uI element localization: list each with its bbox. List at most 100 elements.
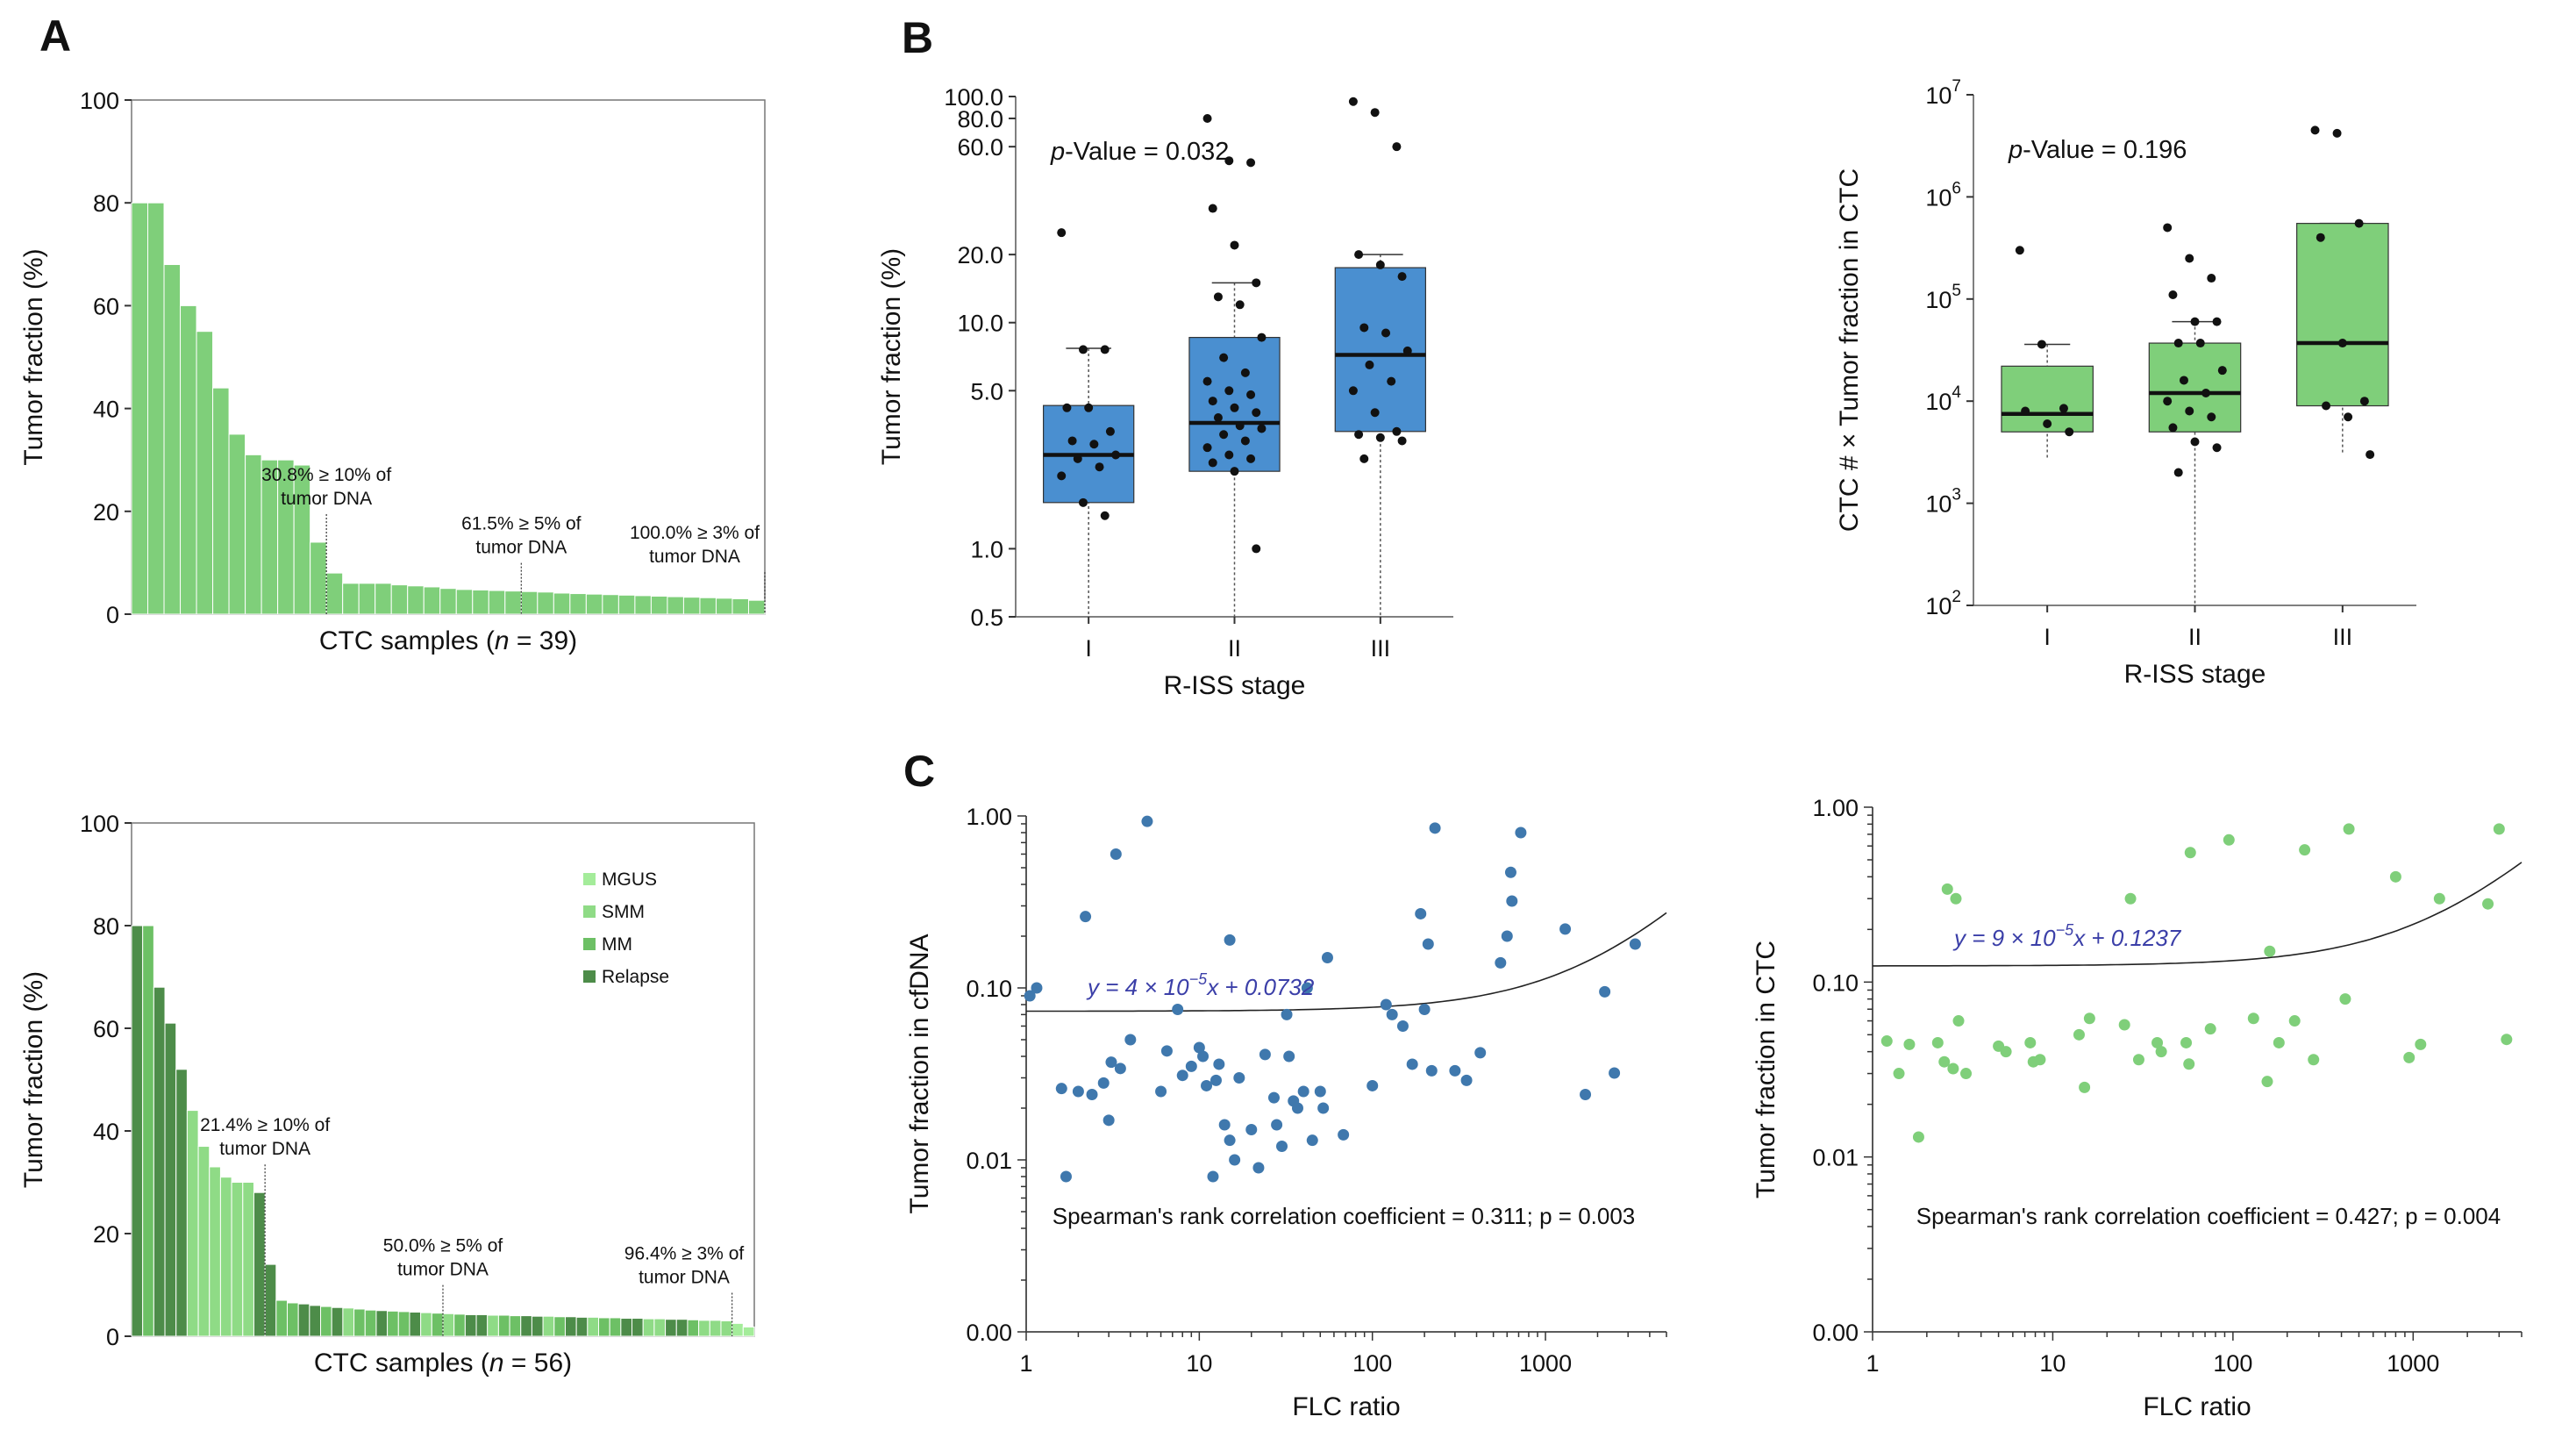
data-point	[1306, 1134, 1318, 1147]
data-point	[1201, 1079, 1213, 1091]
data-point	[2339, 993, 2351, 1005]
data-point	[2482, 898, 2494, 910]
box-iqr	[2296, 223, 2389, 407]
data-point	[2083, 1012, 2095, 1025]
bar	[665, 1319, 677, 1337]
data-point	[1057, 228, 1067, 238]
annotation-text: tumor DNA	[639, 1267, 730, 1287]
legend-swatch	[583, 970, 596, 983]
data-point	[1386, 1008, 1398, 1020]
p-value-label: p-Value = 0.032	[1050, 138, 1229, 166]
data-point	[1057, 471, 1067, 481]
bar	[331, 1306, 344, 1337]
y-tick-label: 106	[1925, 179, 1961, 211]
bar	[353, 1308, 366, 1337]
data-point	[1062, 403, 1072, 412]
data-point	[1950, 892, 1962, 905]
data-point	[1609, 1067, 1621, 1079]
y-tick-label: 104	[1925, 383, 1961, 415]
data-point	[1392, 142, 1402, 152]
data-point	[1338, 1128, 1350, 1141]
bar	[163, 264, 182, 615]
data-point	[1055, 1083, 1067, 1095]
data-point	[2316, 233, 2325, 242]
bar	[542, 1315, 555, 1337]
y-tick-label: 100	[80, 88, 119, 114]
data-point	[1449, 1064, 1461, 1077]
data-point	[1893, 1068, 1905, 1080]
x-axis-label: CTC samples (n = 39)	[319, 626, 577, 655]
data-point	[2195, 339, 2205, 348]
y-tick-label: 80.0	[957, 106, 1003, 132]
annotation-text: tumor DNA	[397, 1260, 489, 1280]
bar	[585, 593, 603, 615]
data-point	[2185, 254, 2194, 263]
data-point	[2308, 1054, 2320, 1066]
data-point	[2151, 1036, 2164, 1048]
bar	[309, 1305, 322, 1337]
data-point	[1176, 1070, 1188, 1082]
y-axis-label: Tumor fraction in cfDNA	[905, 934, 934, 1214]
data-point	[1460, 1074, 1473, 1086]
bar	[164, 1022, 177, 1337]
y-tick-base: 10	[1925, 491, 1952, 518]
y-tick-label: 5.0	[970, 378, 1003, 404]
bar	[287, 1302, 299, 1337]
x-axis-label-n: n	[489, 1349, 504, 1377]
data-point	[1283, 1050, 1295, 1063]
data-point	[2322, 401, 2331, 411]
x-axis-label-prefix: CTC samples (	[319, 626, 495, 655]
data-point	[2264, 945, 2276, 957]
bar	[310, 541, 327, 615]
panel-label-a: A	[39, 11, 71, 61]
data-point	[2015, 246, 2024, 255]
data-point	[1060, 1170, 1072, 1183]
data-point	[1425, 1064, 1438, 1077]
annotation-text: tumor DNA	[475, 538, 567, 558]
data-point	[2415, 1038, 2427, 1050]
data-point	[1213, 292, 1223, 302]
x-tick-label: 100	[2213, 1350, 2252, 1377]
bar	[180, 304, 197, 615]
y-tick-label: 105	[1925, 282, 1961, 313]
fit-equation: y = 9 × 10−5x + 0.1237	[1952, 921, 2182, 951]
data-point	[1219, 430, 1229, 440]
bar	[197, 1146, 211, 1337]
data-point	[1354, 430, 1364, 440]
data-point	[2021, 406, 2030, 416]
statistic-text: Spearman's rank correlation coefficient …	[1053, 1203, 1636, 1229]
data-point	[1931, 1036, 1944, 1048]
y-tick-label: 60.0	[957, 134, 1003, 161]
data-point	[2223, 834, 2235, 846]
annotation-text: 50.0% ≥ 5% of	[383, 1236, 503, 1256]
data-point	[1100, 511, 1110, 520]
bar	[699, 597, 717, 615]
y-tick-base: 10	[1925, 184, 1952, 211]
panel-label-c: C	[903, 747, 935, 796]
bar	[488, 590, 506, 615]
bar	[209, 1166, 221, 1337]
data-point	[1067, 436, 1077, 446]
data-point	[1429, 822, 1441, 834]
annotation-text: 96.4% ≥ 3% of	[624, 1243, 745, 1263]
data-point	[1501, 930, 1513, 942]
bar	[455, 589, 474, 615]
bar	[264, 1263, 277, 1337]
y-tick-label: 103	[1925, 486, 1961, 518]
bar	[275, 1299, 289, 1337]
data-point	[1375, 433, 1385, 442]
data-point	[2354, 218, 2364, 228]
y-tick-label: 0	[106, 1324, 119, 1350]
data-point	[1422, 938, 1434, 950]
data-point	[2310, 125, 2320, 135]
data-point	[2493, 823, 2505, 835]
data-point	[1380, 998, 1392, 1011]
bar	[364, 1309, 377, 1337]
data-point	[1024, 990, 1036, 1002]
y-tick-label: 20.0	[957, 242, 1003, 268]
y-tick-label: 80	[93, 913, 119, 940]
y-tick-base: 10	[1925, 287, 1952, 313]
bar	[342, 583, 360, 615]
fit-equation-post: x + 0.0732	[1205, 974, 1315, 1000]
